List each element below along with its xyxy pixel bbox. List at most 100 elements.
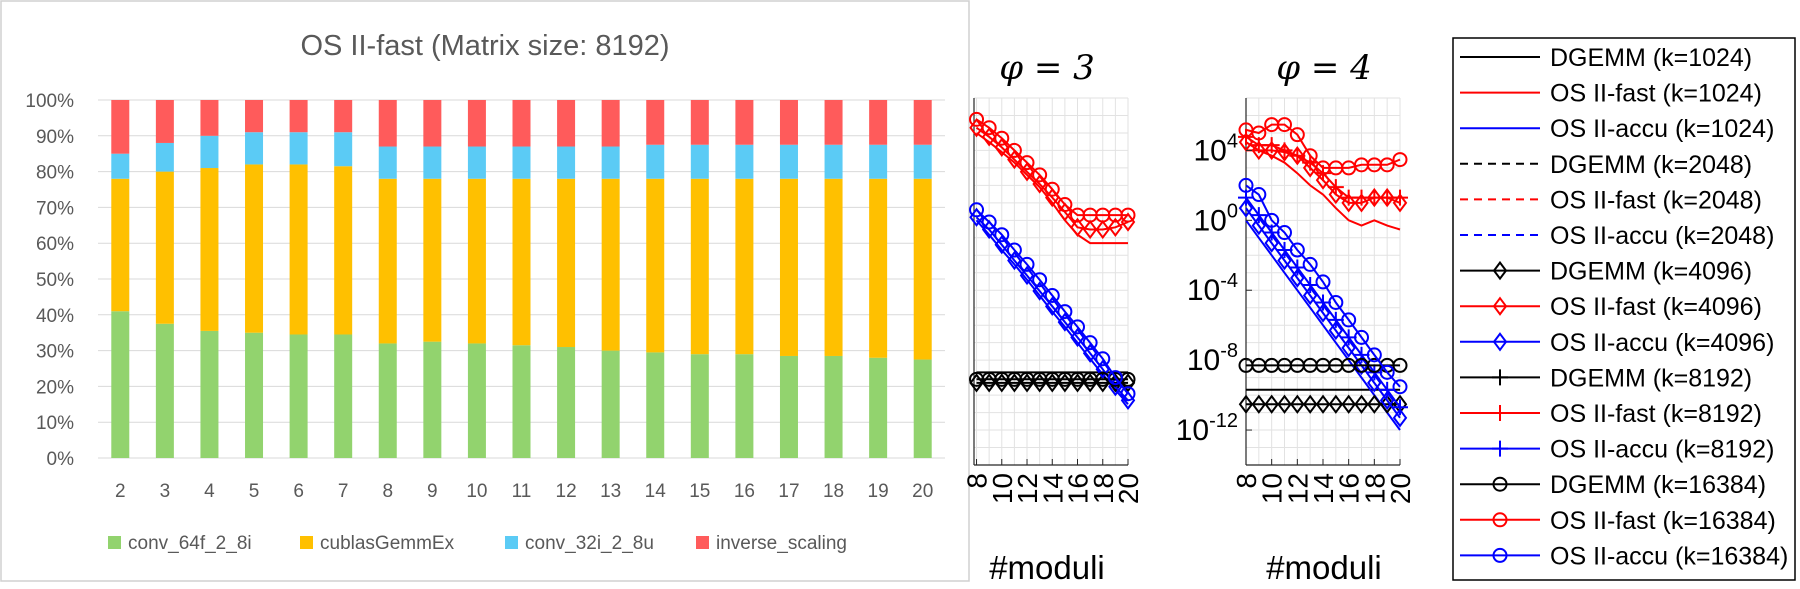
- bar-segment: [111, 153, 130, 179]
- bar-segment: [111, 311, 130, 458]
- bar-segment: [378, 178, 397, 344]
- y-tick-label: 100: [1194, 200, 1239, 237]
- series-marker: [1007, 149, 1022, 170]
- phi3-series: [969, 111, 1136, 411]
- y-tick-base: 10: [1194, 134, 1227, 167]
- series-line: [1246, 149, 1401, 231]
- series-marker: [1492, 405, 1508, 421]
- bar-x-tick-label: 19: [868, 481, 889, 502]
- bar-chart-panel: OS II-fast (Matrix size: 8192) 0% 10% 20% 3…: [0, 0, 970, 582]
- bar-y-tick-label: 90%: [36, 127, 74, 148]
- bar-y-tick-label: 80%: [36, 163, 74, 184]
- bar-segment: [245, 100, 264, 133]
- series-marker: [1277, 225, 1292, 241]
- bar-segment: [913, 178, 932, 360]
- series-marker: [1289, 259, 1306, 276]
- series-marker: [1289, 147, 1306, 164]
- bar-x-tick-labels: 2 3 4 5 6 7 8 9 10 11 12 13 14 15 16 17 18 19 20: [115, 481, 933, 502]
- series-marker: [1341, 193, 1356, 213]
- series-marker: [1045, 296, 1060, 316]
- bar-segment: [735, 178, 754, 355]
- bar-segment: [334, 334, 353, 458]
- bar-segment: [423, 146, 442, 179]
- bar-y-tick-label: 60%: [36, 234, 74, 255]
- bar-segment: [779, 144, 798, 179]
- bar-segment: [245, 164, 264, 333]
- x-tick-label: 20: [1385, 473, 1416, 504]
- bar-segment: [334, 132, 353, 167]
- series-marker: [1367, 373, 1382, 393]
- bar-segment: [601, 178, 620, 351]
- bar-legend-swatch: [108, 536, 121, 549]
- series-marker: [1070, 327, 1085, 348]
- bar-segment: [824, 355, 843, 458]
- series-marker: [1251, 394, 1267, 414]
- series-marker: [1032, 167, 1048, 183]
- bar-segment: [557, 100, 576, 147]
- series-marker: [1289, 242, 1305, 258]
- bar-segment: [111, 178, 130, 312]
- legend-entry-label: OS II-fast (k=8192): [1550, 400, 1762, 428]
- legend-entry-label: OS II-accu (k=2048): [1550, 222, 1774, 250]
- series-marker: [1392, 189, 1408, 206]
- series-marker: [1107, 370, 1123, 386]
- phi3-grid: [973, 97, 1129, 466]
- bar-segment: [779, 178, 798, 356]
- bar-segment: [155, 323, 174, 458]
- series-marker: [1263, 137, 1280, 154]
- legend-entry-label: OS II-accu (k=16384): [1550, 542, 1788, 570]
- series-marker: [1264, 212, 1280, 228]
- series-marker: [1277, 117, 1292, 133]
- bar-segment: [779, 355, 798, 458]
- bar-legend: conv_64f_2_8i cublasGemmEx conv_32i_2_8u in…: [108, 533, 847, 554]
- series-marker: [1032, 174, 1047, 194]
- series-marker: [1276, 142, 1293, 159]
- series-marker: [1366, 347, 1382, 363]
- series-marker: [1492, 369, 1508, 386]
- series-marker: [1095, 219, 1110, 240]
- bar-legend-swatch: [696, 536, 709, 549]
- series-marker: [1108, 217, 1123, 237]
- legend-entry-label: DGEMM (k=8192): [1550, 364, 1752, 392]
- bar-x-tick-label: 2: [115, 481, 126, 502]
- bar-x-tick-label: 6: [293, 481, 304, 502]
- y-tick-exponent: -8: [1220, 340, 1238, 362]
- y-tick-exponent: -12: [1209, 410, 1238, 432]
- bar-x-tick-label: 9: [427, 481, 438, 502]
- legend-entry-label: DGEMM (k=1024): [1550, 44, 1752, 72]
- bar-segment: [378, 146, 397, 179]
- series-marker: [1251, 187, 1267, 203]
- series-marker: [1057, 304, 1073, 320]
- bar-segment: [824, 178, 843, 356]
- y-tick-exponent: 0: [1227, 200, 1238, 222]
- series-marker: [981, 214, 997, 230]
- series-marker: [1302, 394, 1318, 414]
- bar-segment: [245, 132, 264, 165]
- series-marker: [1289, 127, 1305, 143]
- series-marker: [1277, 394, 1292, 414]
- line-legend-entries: DGEMM (k=1024) OS II-fast (k=1024) OS II-a…: [1460, 44, 1788, 570]
- bar-y-tick-label: 40%: [36, 306, 74, 327]
- series-marker: [1007, 250, 1022, 271]
- bar-x-tick-label: 8: [382, 481, 393, 502]
- bar-segment: [735, 354, 754, 458]
- series-marker: [1492, 512, 1508, 528]
- series-marker: [994, 137, 1010, 158]
- y-tick-exponent: -4: [1220, 270, 1238, 292]
- bar-segment: [601, 350, 620, 458]
- bar-segment: [646, 352, 665, 458]
- series-marker: [1251, 140, 1267, 161]
- bar-segment: [289, 100, 308, 133]
- bar-segment: [467, 343, 486, 458]
- bar-segment: [512, 345, 531, 458]
- bar-segment: [423, 100, 442, 147]
- bar-legend-swatch: [505, 536, 518, 549]
- bar-segment: [557, 347, 576, 458]
- series-marker: [969, 111, 985, 127]
- bar-segment: [913, 359, 932, 458]
- bar-y-tick-label: 70%: [36, 198, 74, 219]
